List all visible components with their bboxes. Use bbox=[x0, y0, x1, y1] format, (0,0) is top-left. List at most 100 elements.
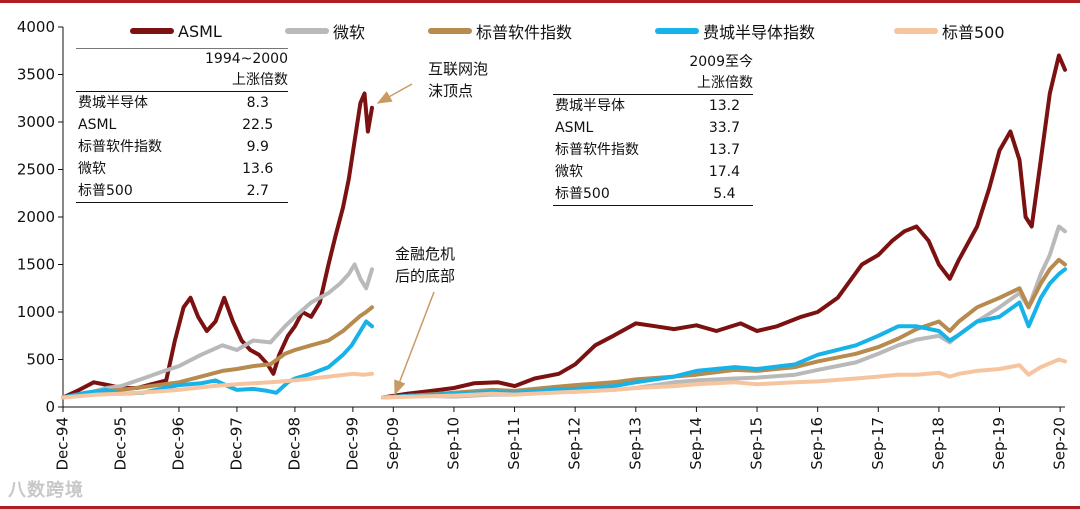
y-tick-label: 500 bbox=[26, 351, 55, 369]
legend-label: 标普500 bbox=[942, 23, 1005, 42]
series-line-2 bbox=[381, 53, 1067, 400]
legend-item-msft: 微软 bbox=[285, 19, 365, 43]
x-tick-label: Sep-20 bbox=[1051, 417, 1069, 470]
watermark-logo: 八数跨境 bbox=[8, 480, 84, 501]
row-label: 标普500 bbox=[555, 186, 610, 202]
x-tick-label: Dec-99 bbox=[343, 417, 361, 471]
table-row: 标普软件指数 13.7 bbox=[553, 139, 753, 161]
y-tick-label: 1000 bbox=[17, 303, 55, 321]
y-tick-label: 3000 bbox=[17, 113, 55, 131]
x-tick-label: Sep-10 bbox=[444, 417, 462, 470]
table-bottom-rule bbox=[553, 205, 753, 206]
crisis-arrow bbox=[394, 291, 435, 396]
row-label: 微软 bbox=[555, 164, 583, 180]
right-multiplier-table: 2009至今 上涨倍数 费城半导体 13.2 ASML 33.7 标普软件指数 13.… bbox=[553, 52, 753, 206]
table-top-rule bbox=[76, 48, 288, 49]
x-tick-label: Sep-19 bbox=[990, 417, 1008, 470]
y-tick-label: 2000 bbox=[17, 208, 55, 226]
row-value: 17.4 bbox=[708, 164, 741, 180]
row-label: 标普软件指数 bbox=[555, 142, 639, 158]
x-tick-label: Sep-12 bbox=[566, 417, 584, 470]
legend-label: 费城半导体指数 bbox=[703, 23, 816, 42]
table-header-rule bbox=[76, 91, 288, 92]
table-row: ASML 22.5 bbox=[76, 114, 288, 136]
y-tick-label: 1500 bbox=[17, 256, 55, 274]
table-bottom-rule bbox=[76, 202, 288, 203]
legend-item-sp500: 标普500 bbox=[894, 19, 1005, 43]
legend-label: ASML bbox=[178, 21, 222, 41]
legend-swatch bbox=[285, 28, 329, 34]
table-body: 费城半导体 8.3 ASML 22.5 标普软件指数 9.9 微软 13.6 标普500… bbox=[76, 92, 288, 202]
row-value: 13.2 bbox=[708, 98, 741, 114]
y-tick-label: 2500 bbox=[17, 161, 55, 179]
table-header-period: 1994~2000 bbox=[205, 51, 288, 67]
legend-swatch bbox=[655, 28, 699, 34]
table-header-label: 上涨倍数 bbox=[232, 72, 288, 88]
y-tick-label: 3500 bbox=[17, 66, 55, 84]
annotation-line: 金融危机 bbox=[395, 245, 456, 263]
x-tick-label: Sep-16 bbox=[808, 417, 826, 470]
legend-swatch bbox=[130, 28, 174, 34]
table-header-period: 2009至今 bbox=[689, 54, 753, 70]
x-tick-label: Sep-17 bbox=[869, 417, 887, 470]
legend-item-sox: 费城半导体指数 bbox=[655, 19, 815, 43]
bubble-arrow bbox=[376, 83, 413, 104]
table-row: 标普软件指数 9.9 bbox=[76, 136, 288, 158]
series-line-1 bbox=[61, 305, 374, 400]
x-tick-label: Dec-97 bbox=[227, 417, 245, 471]
row-label: 标普软件指数 bbox=[78, 139, 162, 155]
table-row: 标普500 2.7 bbox=[76, 180, 288, 202]
table-header-rule bbox=[553, 94, 753, 95]
table-row: 微软 17.4 bbox=[553, 161, 753, 183]
x-tick-label: Dec-95 bbox=[111, 417, 129, 471]
series-line-1 bbox=[61, 371, 374, 400]
row-value: 33.7 bbox=[708, 120, 741, 136]
row-value: 13.7 bbox=[708, 142, 741, 158]
row-value: 9.9 bbox=[246, 139, 269, 155]
left-multiplier-table: 1994~2000 上涨倍数 费城半导体 8.3 ASML 22.5 标普软件指数 9… bbox=[76, 48, 288, 203]
row-label: 微软 bbox=[78, 161, 106, 177]
row-label: ASML bbox=[78, 117, 117, 133]
x-tick-label: Sep-09 bbox=[384, 417, 402, 470]
y-tick-label: 0 bbox=[45, 398, 55, 416]
annotation-line: 互联网泡 bbox=[428, 60, 489, 78]
bubble-peak-annotation: 互联网泡 沫顶点 bbox=[428, 58, 488, 102]
table-row: 费城半导体 8.3 bbox=[76, 92, 288, 114]
table-body: 费城半导体 13.2 ASML 33.7 标普软件指数 13.7 微软 17.4 标普5… bbox=[553, 95, 753, 205]
row-label: 费城半导体 bbox=[555, 98, 625, 114]
row-value: 2.7 bbox=[246, 183, 269, 199]
legend-swatch bbox=[428, 28, 472, 34]
legend-label: 微软 bbox=[333, 23, 366, 42]
table-row: 费城半导体 13.2 bbox=[553, 95, 753, 117]
x-tick-label: Sep-18 bbox=[929, 417, 947, 470]
table-header-label: 上涨倍数 bbox=[697, 75, 753, 91]
table-row: 标普500 5.4 bbox=[553, 183, 753, 205]
row-label: 标普500 bbox=[78, 183, 133, 199]
legend-item-software: 标普软件指数 bbox=[428, 19, 572, 43]
row-value: 5.4 bbox=[713, 186, 736, 202]
crisis-bottom-annotation: 金融危机 后的底部 bbox=[395, 243, 455, 287]
legend-label: 标普软件指数 bbox=[476, 23, 573, 42]
x-tick-label: Dec-94 bbox=[54, 417, 72, 471]
bottom-border bbox=[0, 506, 1080, 509]
table-row: 微软 13.6 bbox=[76, 158, 288, 180]
x-tick-label: Sep-14 bbox=[687, 417, 705, 470]
table-row: ASML 33.7 bbox=[553, 117, 753, 139]
series-line-2 bbox=[381, 267, 1067, 400]
series-line-1 bbox=[61, 262, 374, 400]
row-value: 13.6 bbox=[242, 161, 274, 177]
x-tick-label: Sep-11 bbox=[505, 417, 523, 470]
chart-legend: ASML 微软 标普软件指数 费城半导体指数 标普500 bbox=[130, 19, 1070, 43]
annotation-line: 后的底部 bbox=[395, 267, 456, 285]
annotation-line: 沫顶点 bbox=[428, 82, 474, 100]
top-border bbox=[0, 0, 1080, 3]
row-value: 22.5 bbox=[242, 117, 274, 133]
series-line-2 bbox=[381, 357, 1067, 400]
legend-swatch bbox=[894, 28, 938, 34]
x-tick-label: Sep-13 bbox=[626, 417, 644, 470]
y-tick-label: 4000 bbox=[17, 18, 55, 36]
legend-item-asml: ASML bbox=[130, 19, 222, 43]
x-tick-label: Sep-15 bbox=[748, 417, 766, 470]
